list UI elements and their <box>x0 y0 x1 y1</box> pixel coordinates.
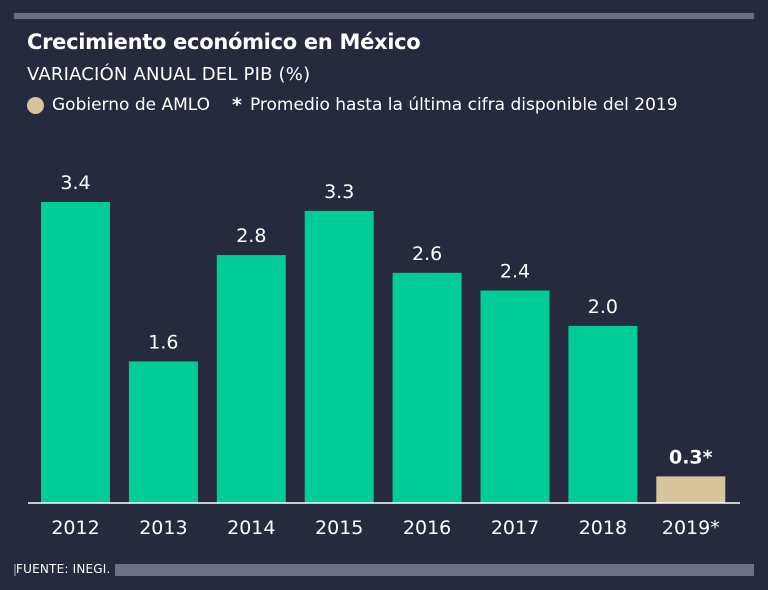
chart-subtitle: VARIACIÓN ANUAL DEL PIB (%) <box>27 64 311 85</box>
value-label-2012: 3.4 <box>60 172 90 194</box>
bar-2017 <box>480 290 550 503</box>
bars-group <box>41 202 726 503</box>
chart-title: Crecimiento económico en México <box>27 30 421 54</box>
bar-2013 <box>128 361 198 503</box>
note-text: Promedio hasta la última cifra disponibl… <box>249 95 678 115</box>
tick-label-2014: 2014 <box>227 517 275 539</box>
value-label-2017: 2.4 <box>500 261 530 283</box>
tick-label-2017: 2017 <box>491 517 539 539</box>
bar-2018 <box>568 325 638 503</box>
tick-label-2012: 2012 <box>51 517 99 539</box>
value-labels-group: 3.4 1.6 2.8 3.3 2.6 2.4 2.0 0.3* <box>60 172 712 468</box>
legend: Gobierno de AMLO * Promedio hasta la últ… <box>27 94 678 116</box>
value-label-2016: 2.6 <box>412 243 442 265</box>
bar-2014 <box>216 255 286 503</box>
value-label-2015: 3.3 <box>324 181 354 203</box>
bottom-divider <box>14 564 754 576</box>
tick-label-2018: 2018 <box>579 517 627 539</box>
source-note: FUENTE: INEGI. <box>16 562 115 576</box>
tick-label-2015: 2015 <box>315 517 363 539</box>
tick-label-2016: 2016 <box>403 517 451 539</box>
bar-2016 <box>392 272 462 503</box>
tick-labels-group: 2012 2013 2014 2015 2016 2017 2018 2019* <box>51 517 719 539</box>
value-label-2018: 2.0 <box>588 296 618 318</box>
bar-2015 <box>304 210 374 503</box>
note-star: * <box>232 94 242 116</box>
value-label-2013: 1.6 <box>148 331 178 353</box>
legend-swatch-icon <box>27 96 44 114</box>
value-label-2019: 0.3* <box>669 446 713 468</box>
top-divider <box>14 13 754 19</box>
value-label-2014: 2.8 <box>236 225 266 247</box>
tick-label-2013: 2013 <box>139 517 187 539</box>
legend-label: Gobierno de AMLO <box>52 95 211 115</box>
bar-2012 <box>41 202 110 503</box>
bar-2019 <box>656 476 726 503</box>
tick-label-2019: 2019* <box>662 517 720 539</box>
